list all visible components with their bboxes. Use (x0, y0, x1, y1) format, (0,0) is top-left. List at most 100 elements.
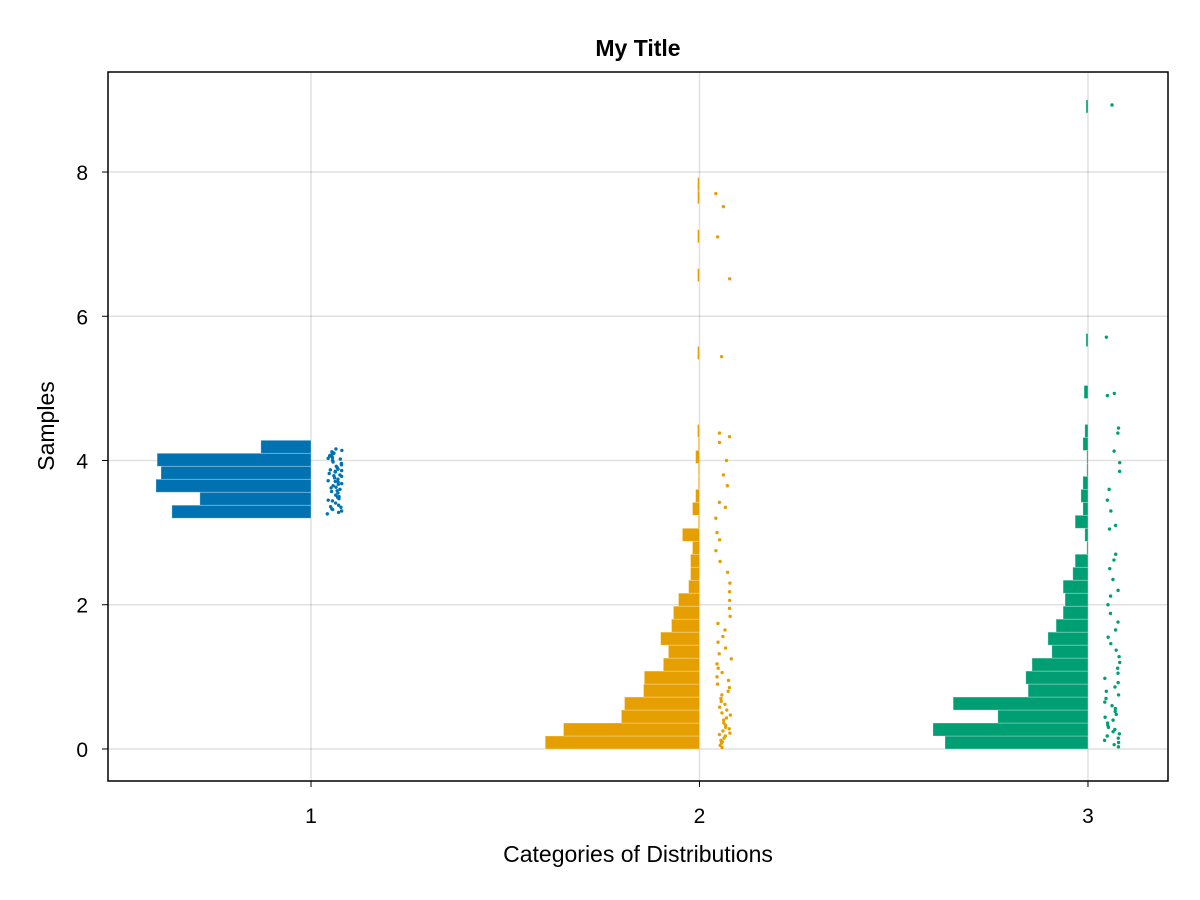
histogram-bar (697, 177, 700, 192)
scatter-points (325, 103, 1122, 750)
histogram-bar (997, 709, 1089, 724)
scatter-point (1116, 588, 1120, 593)
x-tick-label: 3 (1082, 805, 1094, 828)
histogram-bar (1082, 437, 1089, 451)
scatter-point (1103, 700, 1107, 704)
histogram-bar (643, 683, 700, 698)
scatter-point (331, 450, 335, 455)
scatter-point (714, 516, 718, 520)
scatter-point (715, 675, 719, 679)
scatter-point (721, 729, 725, 733)
scatter-point (1114, 552, 1118, 556)
scatter-point (328, 468, 333, 472)
histogram-bar (544, 735, 700, 750)
scatter-point (332, 473, 336, 478)
scatter-point (336, 503, 341, 507)
histogram-bar (156, 452, 312, 467)
scatter-point (1112, 558, 1116, 562)
x-axis-label: Categories of Distributions (503, 841, 773, 867)
scatter-point (329, 489, 334, 494)
histogram-bar (1062, 605, 1089, 620)
scatter-point (721, 473, 726, 477)
scatter-point (1112, 449, 1116, 453)
histogram-bar (673, 605, 700, 620)
scatter-point (725, 570, 730, 574)
scatter-point (716, 621, 720, 626)
scatter-point (338, 457, 343, 461)
histogram-bar (1074, 553, 1089, 568)
scatter-point (1113, 685, 1117, 689)
histogram-bar (160, 465, 312, 480)
histogram-bar (1084, 424, 1089, 438)
scatter-point (336, 480, 340, 484)
scatter-point (336, 510, 341, 515)
scatter-point (725, 484, 730, 488)
scatter-point (1116, 680, 1120, 685)
scatter-point (720, 670, 724, 675)
y-tick-label: 6 (76, 306, 88, 329)
scatter-point (1116, 431, 1120, 435)
scatter-point (723, 505, 728, 510)
scatter-point (1106, 603, 1110, 607)
scatter-point (727, 727, 731, 731)
histogram-bar (692, 540, 700, 555)
scatter-point (727, 435, 732, 439)
scatter-point (721, 204, 726, 209)
scatter-point (325, 512, 330, 516)
scatter-point (717, 440, 722, 445)
y-tick-label: 0 (76, 739, 88, 762)
scatter-point (338, 487, 342, 492)
scatter-point (1110, 103, 1114, 107)
scatter-point (1108, 594, 1113, 598)
grid (108, 72, 1168, 781)
scatter-point (719, 699, 723, 704)
scatter-point (333, 501, 338, 505)
scatter-point (339, 462, 344, 466)
scatter-point (1103, 715, 1107, 719)
scatter-point (1116, 740, 1121, 745)
histogram-bar (1027, 683, 1089, 698)
scatter-point (331, 484, 335, 488)
histogram-bar (1082, 501, 1089, 516)
scatter-point (720, 693, 724, 697)
histogram-bar (1085, 333, 1089, 347)
scatter-point (335, 489, 339, 493)
histogram-bar (1080, 488, 1089, 503)
scatter-point (1104, 335, 1109, 339)
histogram-bar (1064, 592, 1089, 607)
y-tick-label: 2 (76, 595, 88, 618)
histogram-bar (688, 579, 700, 594)
histogram-bar (1031, 657, 1089, 672)
y-axis-label: Samples (33, 381, 59, 470)
scatter-point (1108, 566, 1112, 571)
histogram-bar (697, 437, 700, 451)
histogram-bar (932, 722, 1089, 737)
scatter-point (1104, 696, 1108, 701)
scatter-point (728, 614, 732, 618)
histogram-bar (662, 657, 700, 672)
scatter-point (721, 634, 725, 639)
scatter-point (723, 628, 727, 632)
histogram-bar (1025, 670, 1089, 685)
scatter-point (328, 504, 333, 509)
scatter-point (714, 191, 718, 196)
histogram-bar (697, 424, 700, 438)
scatter-point (1113, 628, 1118, 632)
scatter-point (1112, 391, 1117, 396)
histograms (155, 99, 1089, 750)
y-tick-label: 4 (76, 451, 88, 474)
scatter-point (336, 477, 340, 481)
histogram-bar (697, 475, 700, 490)
scatter-point (720, 711, 724, 715)
scatter-point (339, 505, 343, 510)
histogram-bar (1086, 450, 1089, 464)
histogram-bar (620, 709, 700, 724)
scatter-point (729, 657, 733, 661)
scatter-point (339, 481, 344, 486)
scatter-point (717, 732, 722, 737)
scatter-point (726, 678, 731, 683)
histogram-bar (171, 504, 312, 519)
scatter-point (1116, 671, 1120, 675)
scatter-point (1105, 498, 1110, 502)
